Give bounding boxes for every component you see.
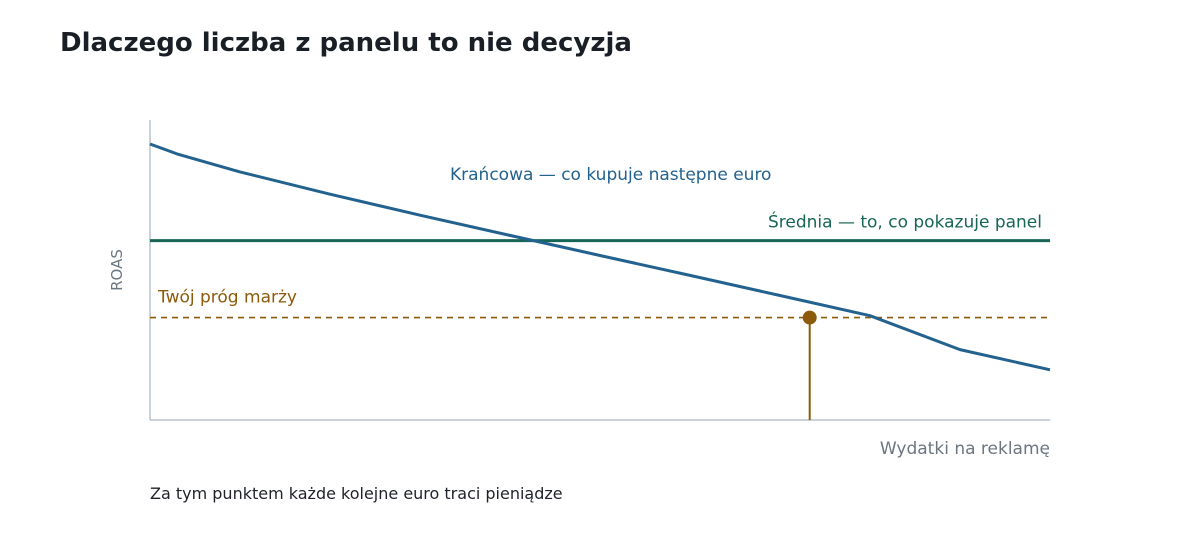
breakeven-point — [802, 310, 817, 325]
threshold-series-label: Twój próg marży — [157, 288, 297, 308]
average-series-label: Średnia — to, co pokazuje panel — [768, 211, 1042, 233]
breakeven-annotation: Za tym punktem każde kolejne euro traci … — [150, 484, 563, 503]
marginal-line — [149, 142, 1051, 372]
page-title: Dlaczego liczba z panelu to nie decyzja — [60, 28, 632, 58]
marginal-series-label: Krańcowa — co kupuje następne euro — [450, 165, 771, 185]
y-axis-label: ROAS — [108, 249, 126, 291]
x-axis-label: Wydatki na reklamę — [880, 439, 1050, 459]
